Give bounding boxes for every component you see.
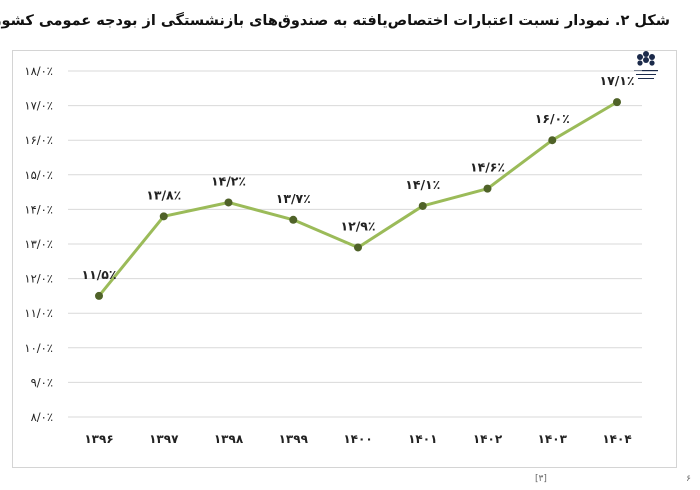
y-tick-label: ۱۶/۰٪ [24,133,53,147]
y-tick-label: ۱۴/۰٪ [24,202,53,216]
y-tick-label: ۱۰/۰٪ [24,341,53,355]
x-axis-ticks: ۱۳۹۶ ۱۳۹۷ ۱۳۹۸ ۱۳۹۹ ۱۴۰۰ ۱۴۰۱ ۱۴۰۲ ۱۴۰۳ ۱۴۰۴ [84,432,631,446]
data-label: ۱۴/۱٪ [405,177,440,192]
data-label: ۱۴/۶٪ [470,160,505,175]
data-point [613,98,621,107]
data-point [95,291,103,300]
x-tick-label: ۱۴۰۰ [343,432,372,446]
data-point [224,198,233,207]
data-label: ۱۴/۲٪ [211,173,246,188]
data-point [418,201,427,210]
footer-reference: [۳] [535,474,547,484]
y-tick-label: ۱۱/۰٪ [24,306,53,320]
x-tick-label: ۱۴۰۱ [408,432,437,446]
y-tick-label: ۱۷/۰٪ [24,99,53,113]
majlis-research-center-logo [628,48,664,84]
x-tick-label: ۱۳۹۹ [279,432,309,446]
y-tick-label: ۹/۰٪ [31,375,53,389]
page-footer: [۳] ۶ [5,474,695,488]
x-tick-label: ۱۳۹۷ [149,432,179,446]
x-tick-label: ۱۴۰۲ [473,432,503,446]
data-labels: ۱۱/۵٪ ۱۳/۸٪ ۱۴/۲٪ ۱۳/۷٪ ۱۲/۹٪ ۱۴/۱٪ ۱۴/۶٪ ۱۶/۰٪… [81,73,634,282]
data-label: ۱۳/۷٪ [276,191,311,206]
data-point [354,243,362,252]
x-tick-label: ۱۴۰۴ [602,432,631,446]
x-tick-label: ۱۳۹۶ [84,432,113,446]
data-point [159,212,168,221]
y-tick-label: ۸/۰٪ [31,410,53,424]
data-points [95,98,621,300]
y-tick-label: ۱۳/۰٪ [24,237,53,251]
x-tick-label: ۱۴۰۳ [538,432,568,446]
y-tick-label: ۱۸/۰٪ [24,64,53,78]
chart-frame [12,50,677,468]
data-point [289,215,298,224]
data-label: ۱۷/۱٪ [599,73,634,88]
data-point [548,136,557,145]
data-label: ۱۱/۵٪ [81,267,116,282]
data-label: ۱۳/۸٪ [146,187,181,202]
data-label: ۱۲/۹٪ [340,218,375,233]
data-label: ۱۶/۰٪ [535,111,570,126]
y-tick-label: ۱۵/۰٪ [24,168,53,182]
gridlines [68,70,642,418]
page-mark: ۶ [686,474,691,484]
data-point [483,184,492,193]
chart-title: شکل ۲. نمودار نسبت اعتبارات اختصاص‌یافته… [0,12,670,29]
x-tick-label: ۱۳۹۸ [214,432,244,446]
y-axis-ticks: ۸/۰٪ ۹/۰٪ ۱۰/۰٪ ۱۱/۰٪ ۱۲/۰٪ ۱۳/۰٪ ۱۴/۰٪ ۱۵/۰٪ ۱۶… [24,64,53,424]
chart-title-text: شکل ۲. نمودار نسبت اعتبارات اختصاص‌یافته… [0,12,670,29]
y-tick-label: ۱۲/۰٪ [24,272,53,286]
